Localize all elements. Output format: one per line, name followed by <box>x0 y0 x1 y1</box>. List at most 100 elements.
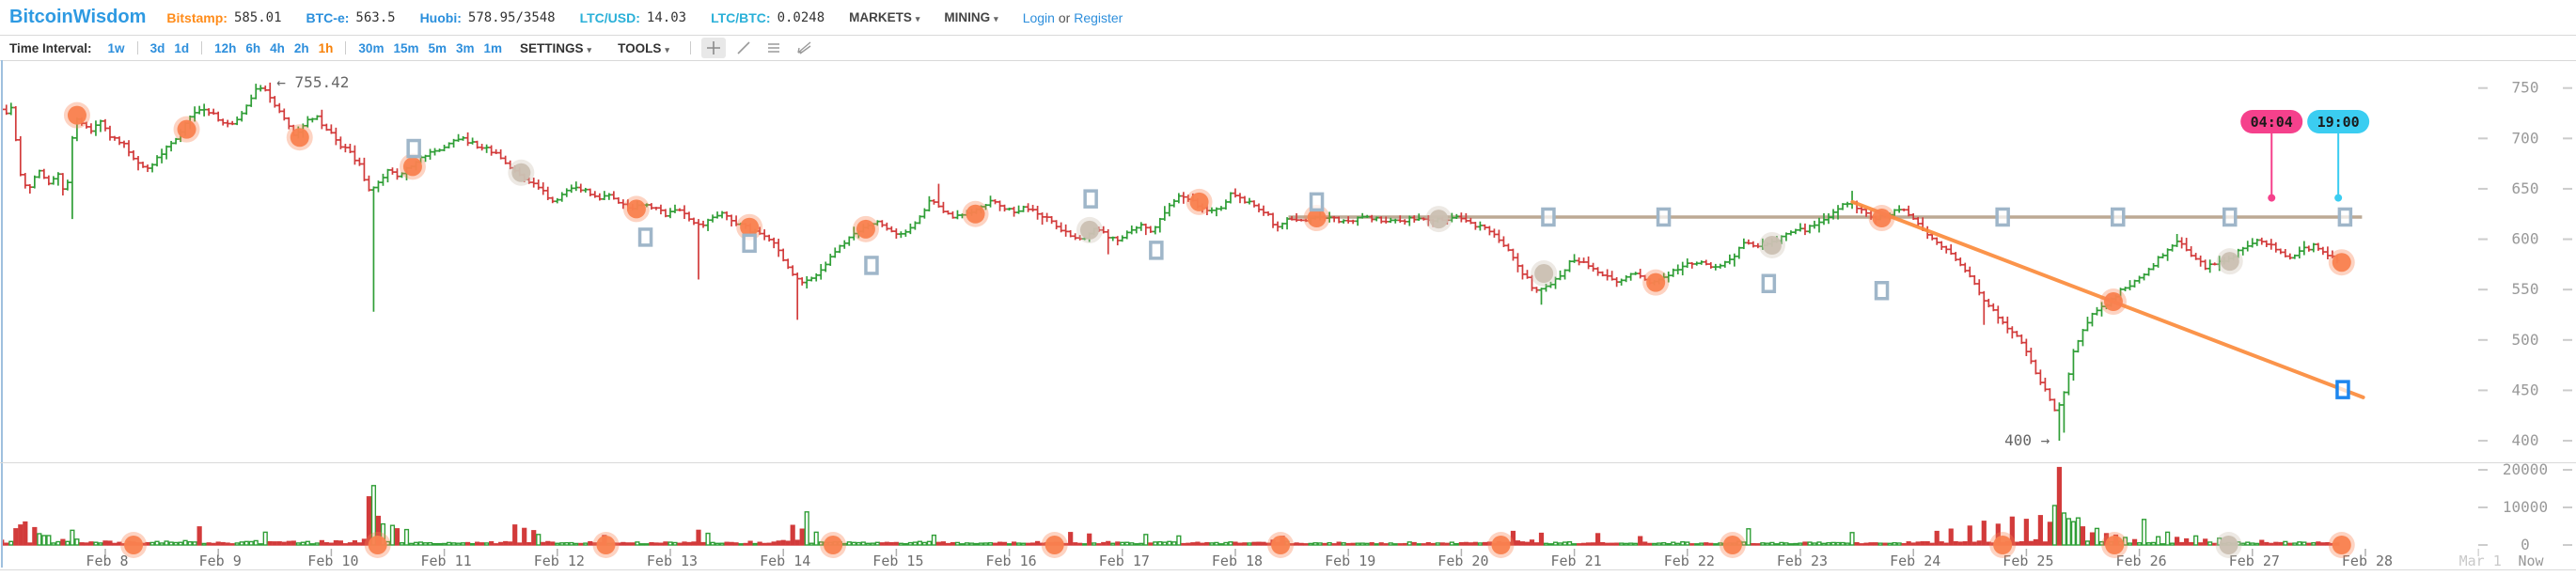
volume-bar <box>1242 542 1248 546</box>
interval-6h[interactable]: 6h <box>245 40 261 55</box>
interval-1h[interactable]: 1h <box>318 40 334 55</box>
trade-marker-orange[interactable] <box>402 157 422 177</box>
trade-marker-orange[interactable] <box>290 128 309 148</box>
volume-bar <box>550 541 556 546</box>
mining-menu[interactable]: MINING ▾ <box>944 10 998 24</box>
trade-marker-orange[interactable] <box>856 219 875 239</box>
trade-marker-orange[interactable] <box>1189 192 1209 211</box>
interval-1m[interactable]: 1m <box>483 40 503 55</box>
flag-marker[interactable] <box>1874 281 1890 301</box>
ticker-btc-e[interactable]: BTC-e: 563.5 <box>306 10 396 25</box>
volume-bar <box>644 543 650 546</box>
markets-menu[interactable]: MARKETS ▾ <box>849 10 920 24</box>
volume-marker[interactable] <box>1993 536 2013 554</box>
volume-bar <box>239 541 244 546</box>
volume-bar <box>1652 542 1657 546</box>
interval-1d[interactable]: 1d <box>174 40 190 55</box>
app-logo[interactable]: BitcoinWisdom <box>9 7 147 27</box>
trade-marker-orange[interactable] <box>67 105 86 125</box>
flag-marker[interactable] <box>864 256 879 275</box>
ticker-huobi[interactable]: Huobi: 578.95/3548 <box>420 10 556 25</box>
interval-3m[interactable]: 3m <box>456 40 475 55</box>
trade-marker-orange[interactable] <box>966 204 985 224</box>
volume-marker[interactable] <box>1722 536 1742 554</box>
trade-marker-orange[interactable] <box>2103 292 2123 312</box>
crosshair-icon[interactable] <box>700 38 726 58</box>
ray-arrow-icon[interactable] <box>792 38 816 58</box>
trade-marker-gray[interactable] <box>1534 264 1554 284</box>
login-link[interactable]: Login <box>1022 9 1055 25</box>
date-label: Feb 25 <box>2003 553 2053 569</box>
trade-marker-gray[interactable] <box>511 163 531 182</box>
volume-bar <box>1826 541 1831 546</box>
volume-marker[interactable] <box>2332 536 2351 554</box>
interval-4h[interactable]: 4h <box>270 40 285 55</box>
trade-marker-orange[interactable] <box>626 199 646 219</box>
volume-bar <box>1675 542 1681 546</box>
price-axis-label: 400 <box>2512 431 2539 449</box>
flag-marker[interactable] <box>406 138 421 159</box>
trade-marker-gray[interactable] <box>1079 220 1099 240</box>
interval-2h[interactable]: 2h <box>293 40 309 55</box>
volume-marker[interactable] <box>368 536 387 554</box>
trendline-handle[interactable] <box>1656 207 1672 227</box>
volume-marker[interactable] <box>1045 536 1064 554</box>
horizontal-lines-icon[interactable] <box>762 38 786 58</box>
volume-marker[interactable] <box>2219 536 2238 554</box>
price-pane[interactable] <box>0 82 2365 442</box>
settings-menu[interactable]: SETTINGS ▾ <box>520 40 592 55</box>
volume-marker[interactable] <box>1491 536 1511 554</box>
candlestick-chart-canvas[interactable]: 750 700 650 600 550 500 450 400 20000 10000 0 Feb 8… <box>0 60 2576 571</box>
interval-3d[interactable]: 3d <box>149 40 165 55</box>
volume-marker[interactable] <box>2105 536 2125 554</box>
volume-bar <box>1369 542 1374 546</box>
flag-marker[interactable] <box>1149 241 1164 260</box>
ticker-ltcbtc[interactable]: LTC/BTC: 0.0248 <box>711 10 825 25</box>
interval-30m[interactable]: 30m <box>358 40 385 55</box>
interval-1w[interactable]: 1w <box>107 40 125 55</box>
interval-5m[interactable]: 5m <box>428 40 447 55</box>
trade-marker-orange[interactable] <box>740 217 760 237</box>
time-tag-bubble[interactable] <box>2240 110 2303 133</box>
trade-marker-gray[interactable] <box>1762 235 1782 255</box>
trade-marker-orange[interactable] <box>1646 272 1666 292</box>
interval-15m[interactable]: 15m <box>393 40 419 55</box>
volume-pane[interactable] <box>0 466 2340 546</box>
trendline-icon[interactable] <box>731 38 756 58</box>
trade-marker-orange[interactable] <box>1307 209 1327 228</box>
flag-marker[interactable] <box>637 227 653 247</box>
volume-bar <box>1807 541 1813 546</box>
chart-area[interactable]: 750 700 650 600 550 500 450 400 20000 10000 0 Feb 8… <box>0 60 2576 571</box>
trendline-handle[interactable] <box>2337 207 2353 227</box>
flag-marker[interactable] <box>1761 273 1777 293</box>
trendline-handle[interactable] <box>1541 207 1556 227</box>
trendline-handle[interactable] <box>2111 207 2126 227</box>
volume-bar <box>724 541 730 546</box>
time-tag-bubble[interactable] <box>2307 110 2370 133</box>
trendline-handle[interactable] <box>1995 207 2010 227</box>
trendline-handle[interactable] <box>2223 207 2238 227</box>
trade-marker-orange[interactable] <box>177 119 196 139</box>
trade-marker-orange[interactable] <box>1872 209 1892 228</box>
volume-marker[interactable] <box>1271 536 1291 554</box>
volume-bar <box>917 540 923 546</box>
flag-marker[interactable] <box>1083 189 1098 209</box>
interval-12h[interactable]: 12h <box>214 40 237 55</box>
volume-bar <box>159 542 165 546</box>
trade-marker-gray[interactable] <box>1429 210 1449 229</box>
trendline-handle[interactable] <box>2335 380 2350 399</box>
trade-marker-orange[interactable] <box>2332 253 2351 272</box>
volume-marker[interactable] <box>124 536 144 554</box>
tools-menu[interactable]: TOOLS ▾ <box>618 40 669 55</box>
register-link[interactable]: Register <box>1074 9 1123 25</box>
flag-marker[interactable] <box>1309 192 1325 212</box>
volume-bar <box>1798 542 1803 546</box>
volume-marker[interactable] <box>596 536 616 554</box>
ticker-ltcusd[interactable]: LTC/USD: 14.03 <box>580 10 686 25</box>
volume-bar <box>1176 535 1182 546</box>
flag-marker[interactable] <box>742 233 757 254</box>
volume-bar <box>1092 542 1097 546</box>
volume-marker[interactable] <box>824 536 843 554</box>
trade-marker-gray[interactable] <box>2220 252 2239 272</box>
ticker-bitstamp[interactable]: Bitstamp: 585.01 <box>166 10 281 25</box>
